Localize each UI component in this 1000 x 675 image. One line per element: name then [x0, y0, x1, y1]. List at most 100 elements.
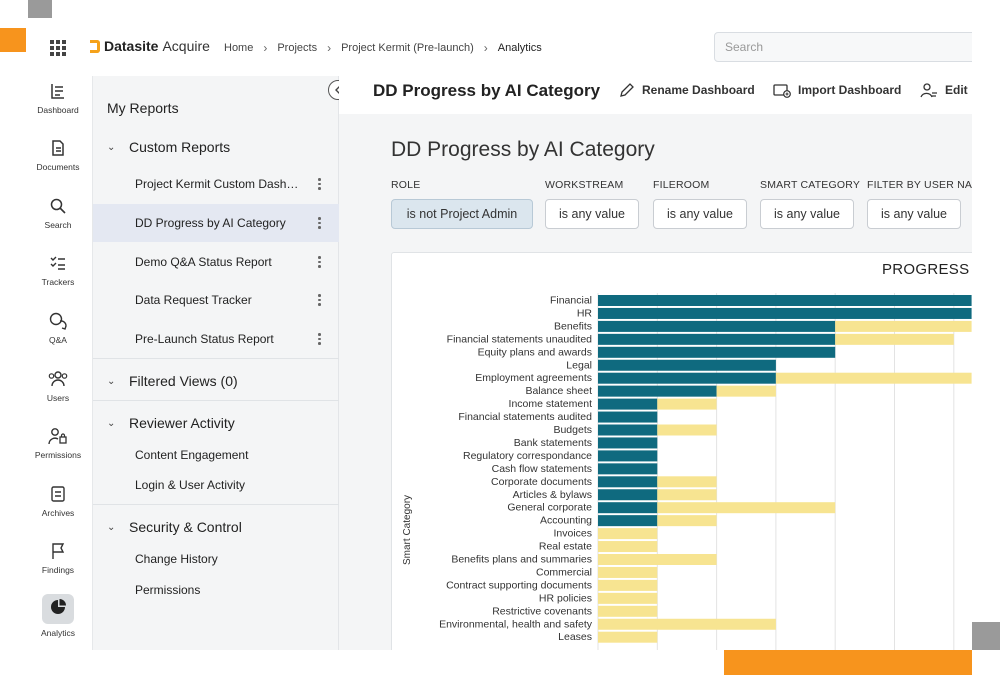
bar-segment-completed[interactable] — [598, 320, 836, 332]
import-dashboard-button[interactable]: Import Dashboard — [773, 82, 901, 98]
category-label: HR — [577, 307, 593, 319]
report-item[interactable]: Demo Q&A Status Report — [93, 243, 339, 281]
bar-segment-completed[interactable] — [598, 359, 776, 371]
report-item[interactable]: Permissions — [93, 575, 339, 605]
brand-logo[interactable]: Datasite Acquire — [90, 38, 210, 54]
bar-segment-completed[interactable] — [598, 333, 836, 345]
kebab-menu-icon[interactable] — [318, 294, 321, 308]
report-item[interactable]: Login & User Activity — [93, 470, 339, 500]
flag-icon — [52, 543, 65, 559]
bar-segment-remaining[interactable] — [716, 385, 776, 397]
bar-segment-remaining[interactable] — [598, 605, 658, 617]
progress-chart-card: PROGRESS B Smart Category FinancialHRBen… — [391, 252, 972, 650]
bar-segment-completed[interactable] — [598, 502, 658, 514]
bar-segment-completed[interactable] — [598, 515, 658, 527]
rename-dashboard-button[interactable]: Rename Dashboard — [619, 82, 755, 98]
filter-role: ROLE is not Project Admin — [391, 179, 533, 229]
section-filtered-views[interactable]: ⌄ Filtered Views (0) — [93, 370, 339, 392]
bar-segment-completed[interactable] — [598, 372, 776, 384]
bar-segment-completed[interactable] — [598, 463, 658, 475]
edit-button[interactable]: Edit — [920, 82, 968, 98]
nav-findings[interactable]: Findings — [28, 542, 88, 575]
bar-segment-remaining[interactable] — [598, 528, 658, 540]
section-security-control[interactable]: ⌄ Security & Control — [93, 516, 339, 538]
bar-segment-remaining[interactable] — [657, 476, 717, 488]
kebab-menu-icon[interactable] — [318, 178, 321, 192]
breadcrumb-projects[interactable]: Projects — [277, 42, 318, 54]
report-item[interactable]: Change History — [93, 544, 339, 574]
bar-segment-remaining[interactable] — [598, 579, 658, 591]
bar-segment-remaining[interactable] — [657, 398, 717, 410]
filter-value[interactable]: is any value — [760, 199, 854, 229]
kebab-menu-icon[interactable] — [318, 333, 321, 347]
nav-users[interactable]: Users — [28, 370, 88, 403]
report-item[interactable]: Project Kermit Custom Dash… — [93, 165, 339, 203]
bar-segment-remaining[interactable] — [657, 489, 717, 501]
chevron-right-icon: › — [263, 41, 268, 55]
app-grid-icon[interactable] — [50, 40, 66, 56]
report-item[interactable]: Pre-Launch Status Report — [93, 320, 339, 358]
bar-segment-remaining[interactable] — [598, 618, 776, 630]
bar-segment-remaining[interactable] — [835, 320, 972, 332]
kebab-menu-icon[interactable] — [318, 217, 321, 231]
bar-segment-completed[interactable] — [598, 450, 658, 462]
bar-segment-completed[interactable] — [598, 411, 658, 423]
filter-value[interactable]: is any value — [545, 199, 639, 229]
bar-segment-remaining[interactable] — [598, 566, 658, 578]
brand-name: Datasite — [104, 38, 159, 54]
bar-segment-remaining[interactable] — [657, 424, 717, 436]
nav-analytics[interactable]: Analytics — [28, 594, 88, 638]
bar-segment-completed[interactable] — [598, 489, 658, 501]
nav-permissions[interactable]: Permissions — [28, 427, 88, 460]
breadcrumb-home[interactable]: Home — [224, 42, 254, 54]
bar-segment-remaining[interactable] — [657, 515, 717, 527]
bar-segment-completed[interactable] — [598, 437, 658, 449]
dashboard-icon — [51, 84, 64, 99]
action-label: Edit — [945, 83, 968, 97]
bar-segment-remaining[interactable] — [835, 333, 954, 345]
pencil-icon — [620, 83, 634, 97]
action-label: Import Dashboard — [798, 83, 902, 97]
report-item[interactable]: Data Request Tracker — [93, 281, 339, 319]
nav-label: Archives — [41, 508, 75, 518]
bar-segment-remaining[interactable] — [598, 541, 658, 553]
bar-segment-remaining[interactable] — [657, 502, 836, 514]
divider — [93, 400, 339, 401]
bar-segment-completed[interactable] — [598, 295, 972, 306]
kebab-menu-icon[interactable] — [318, 256, 321, 270]
nav-archives[interactable]: Archives — [28, 485, 88, 518]
bar-segment-completed[interactable] — [598, 424, 658, 436]
nav-trackers[interactable]: Trackers — [28, 254, 88, 287]
bar-segment-completed[interactable] — [598, 398, 658, 410]
section-custom-reports[interactable]: ⌄ Custom Reports — [93, 136, 339, 158]
import-icon — [773, 84, 791, 98]
bar-segment-remaining[interactable] — [598, 592, 658, 604]
report-item-label: Permissions — [135, 583, 201, 597]
bar-segment-remaining[interactable] — [598, 631, 658, 643]
category-label: Financial statements unaudited — [447, 333, 592, 345]
nav-search[interactable]: Search — [28, 197, 88, 230]
nav-dashboard[interactable]: Dashboard — [28, 82, 88, 115]
section-reviewer-activity[interactable]: ⌄ Reviewer Activity — [93, 412, 339, 434]
category-label: Equity plans and awards — [478, 346, 592, 358]
search-icon — [50, 198, 66, 214]
breadcrumb: Home › Projects › Project Kermit (Pre-la… — [224, 41, 542, 55]
bar-segment-completed[interactable] — [598, 346, 836, 358]
logo-mark-icon — [90, 39, 100, 53]
search-input[interactable] — [714, 32, 972, 62]
bar-segment-completed[interactable] — [598, 476, 658, 488]
bar-segment-completed[interactable] — [598, 307, 972, 319]
nav-qa[interactable]: Q&A — [28, 312, 88, 345]
bar-segment-remaining[interactable] — [775, 372, 972, 384]
filter-label: WORKSTREAM — [545, 179, 624, 191]
bar-segment-remaining[interactable] — [598, 554, 717, 565]
filter-value[interactable]: is not Project Admin — [391, 199, 533, 229]
filter-value[interactable]: is any value — [867, 199, 961, 229]
nav-documents[interactable]: Documents — [28, 139, 88, 172]
filter-label: FILTER BY USER NAME — [867, 179, 972, 191]
breadcrumb-project[interactable]: Project Kermit (Pre-launch) — [341, 42, 474, 54]
filter-value[interactable]: is any value — [653, 199, 747, 229]
report-item[interactable]: Content Engagement — [93, 440, 339, 470]
bar-segment-completed[interactable] — [598, 385, 717, 397]
report-item-active[interactable]: DD Progress by AI Category — [93, 204, 339, 242]
